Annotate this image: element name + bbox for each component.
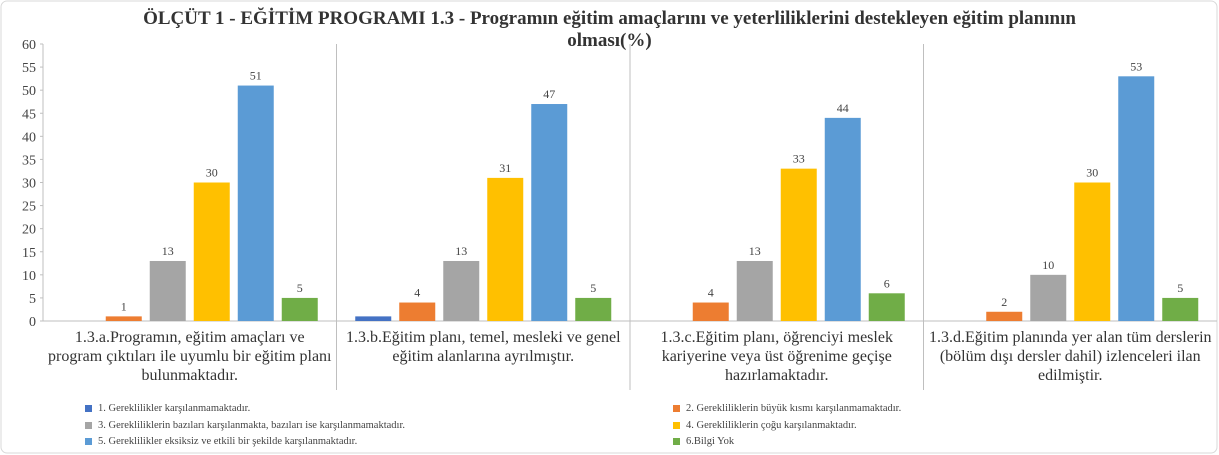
legend-swatch bbox=[85, 405, 92, 413]
data-label: 30 bbox=[1086, 166, 1098, 180]
bar bbox=[443, 260, 480, 321]
bar bbox=[1162, 297, 1199, 321]
y-tick-label: 20 bbox=[22, 223, 36, 238]
bar bbox=[986, 311, 1023, 321]
bar bbox=[399, 302, 436, 321]
legend-swatch bbox=[85, 438, 92, 446]
y-tick-label: 50 bbox=[22, 84, 36, 99]
legend-item: 5. Gereklilikler eksiksiz ve etkili bir … bbox=[85, 436, 357, 447]
data-label: 51 bbox=[250, 69, 262, 83]
legend-item: 2. Gerekliliklerin büyük kısmı karşılanm… bbox=[673, 403, 901, 414]
x-tick-label: 1.3.d.Eğitim planında yer alan tüm dersl… bbox=[928, 329, 1212, 384]
y-tick-label: 45 bbox=[22, 107, 36, 122]
legend-item: 4. Gerekliliklerin çoğu karşılanmaktadır… bbox=[673, 420, 857, 431]
y-tick-label: 5 bbox=[29, 292, 36, 307]
data-label: 31 bbox=[499, 161, 511, 175]
data-label: 13 bbox=[162, 244, 174, 258]
legend-label: 2. Gerekliliklerin büyük kısmı karşılanm… bbox=[686, 403, 902, 414]
data-label: 5 bbox=[590, 281, 596, 295]
data-label: 10 bbox=[1042, 258, 1054, 272]
data-label: 53 bbox=[1130, 59, 1142, 73]
data-label: 13 bbox=[749, 244, 761, 258]
data-label: 1 bbox=[121, 299, 127, 313]
legend-item: 3. Gerekliliklerin bazıları karşılanmakt… bbox=[85, 420, 405, 431]
bar bbox=[355, 316, 392, 321]
y-tick-label: 15 bbox=[22, 246, 36, 261]
data-label: 5 bbox=[297, 281, 303, 295]
bar bbox=[487, 177, 524, 321]
bar bbox=[780, 168, 817, 321]
y-tick-label: 10 bbox=[22, 269, 36, 284]
bar bbox=[868, 293, 905, 321]
y-tick-label: 40 bbox=[22, 130, 36, 145]
data-label: 33 bbox=[793, 152, 805, 166]
legend-item: 1. Gereklilikler karşılanmamaktadır. bbox=[85, 403, 250, 414]
x-tick-label: 1.3.c.Eğitim planı, öğrenciyi meslek kar… bbox=[660, 329, 893, 384]
bar bbox=[281, 297, 318, 321]
bar bbox=[1030, 274, 1067, 321]
legend-label: 6.Bilgi Yok bbox=[686, 436, 735, 447]
bar bbox=[692, 302, 729, 321]
data-label: 6 bbox=[884, 276, 890, 290]
x-tick-label: 1.3.a.Programın, eğitim amaçları ve prog… bbox=[48, 329, 332, 384]
y-tick-label: 35 bbox=[22, 153, 36, 168]
legend-swatch bbox=[85, 421, 92, 429]
y-tick-label: 25 bbox=[22, 200, 36, 215]
bar bbox=[736, 260, 773, 321]
data-label: 47 bbox=[543, 87, 555, 101]
bar bbox=[149, 260, 186, 321]
bar bbox=[193, 182, 230, 321]
legend-label: 1. Gereklilikler karşılanmamaktadır. bbox=[98, 403, 251, 414]
chart-title: ÖLÇÜT 1 - EĞİTİM PROGRAMI 1.3 - Programı… bbox=[143, 8, 1076, 51]
data-label: 30 bbox=[206, 166, 218, 180]
x-tick-label: 1.3.b.Eğitim planı, temel, mesleki ve ge… bbox=[345, 329, 621, 365]
y-tick-label: 55 bbox=[22, 61, 36, 76]
bar bbox=[531, 104, 568, 322]
data-label: 4 bbox=[708, 286, 714, 300]
legend-label: 3. Gerekliliklerin bazıları karşılanmakt… bbox=[98, 419, 406, 431]
legend-label: 5. Gereklilikler eksiksiz ve etkili bir … bbox=[98, 436, 358, 447]
y-tick-label: 0 bbox=[29, 315, 36, 330]
legend-swatch bbox=[673, 421, 680, 429]
data-label: 2 bbox=[1001, 295, 1007, 309]
data-label: 5 bbox=[1177, 281, 1183, 295]
data-label: 44 bbox=[837, 101, 849, 115]
legend-swatch bbox=[673, 405, 680, 413]
bar bbox=[105, 316, 142, 321]
bar bbox=[1074, 182, 1111, 321]
data-label: 4 bbox=[414, 286, 420, 300]
legend-swatch bbox=[673, 438, 680, 446]
bar bbox=[575, 297, 612, 321]
y-tick-label: 30 bbox=[22, 177, 36, 192]
y-tick-label: 60 bbox=[22, 38, 36, 53]
bar bbox=[824, 117, 861, 321]
bar bbox=[1118, 76, 1155, 321]
bar bbox=[237, 85, 274, 321]
legend-label: 4. Gerekliliklerin çoğu karşılanmaktadır… bbox=[686, 419, 857, 431]
data-label: 13 bbox=[455, 244, 467, 258]
legend-item: 6.Bilgi Yok bbox=[673, 436, 734, 447]
